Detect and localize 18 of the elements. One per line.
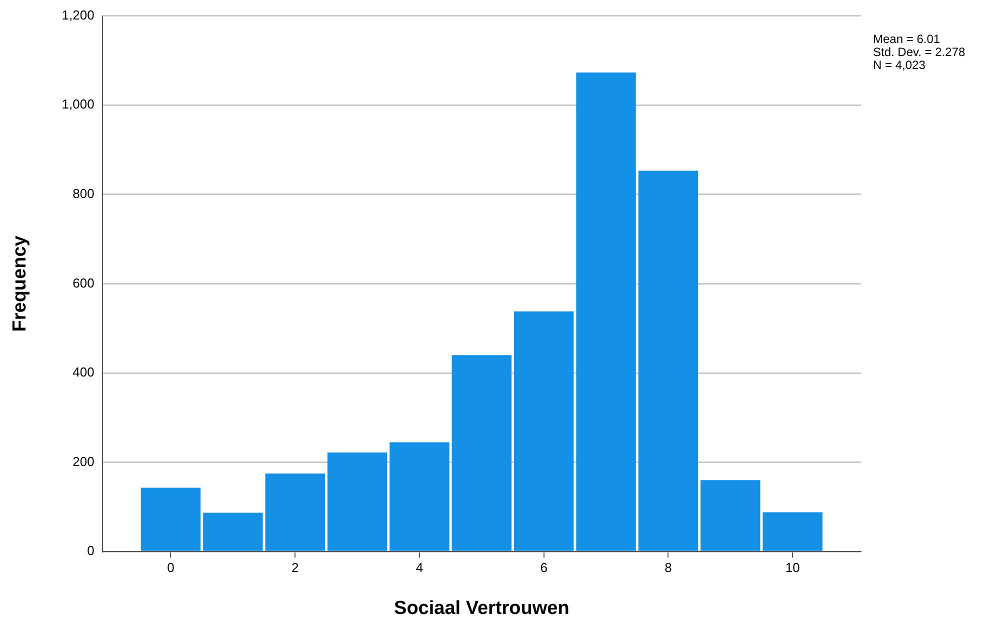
x-tick-label: 6: [540, 560, 548, 575]
text: N = 4,023: [873, 58, 926, 72]
x-axis-title: Sociaal Vertrouwen: [394, 598, 570, 619]
y-tick-label: 600: [72, 275, 94, 290]
y-axis-title: Frequency: [10, 235, 31, 332]
y-tick-label: 800: [72, 186, 94, 201]
x-tick-label: 2: [291, 560, 299, 575]
text: Std. Dev. = 2.278: [873, 45, 966, 60]
y-tick-label: 1,200: [62, 7, 94, 22]
y-tick-label: 1,000: [62, 96, 94, 112]
x-tick-label: 10: [785, 560, 800, 575]
y-tick-label: 0: [87, 543, 94, 558]
text: Mean = 6.01: [873, 32, 940, 46]
x-tick-label: 4: [416, 560, 424, 575]
y-tick-label: 200: [72, 454, 94, 469]
x-tick-label: 8: [664, 560, 672, 575]
y-tick-label: 400: [72, 364, 94, 380]
x-tick-label: 0: [167, 560, 174, 575]
